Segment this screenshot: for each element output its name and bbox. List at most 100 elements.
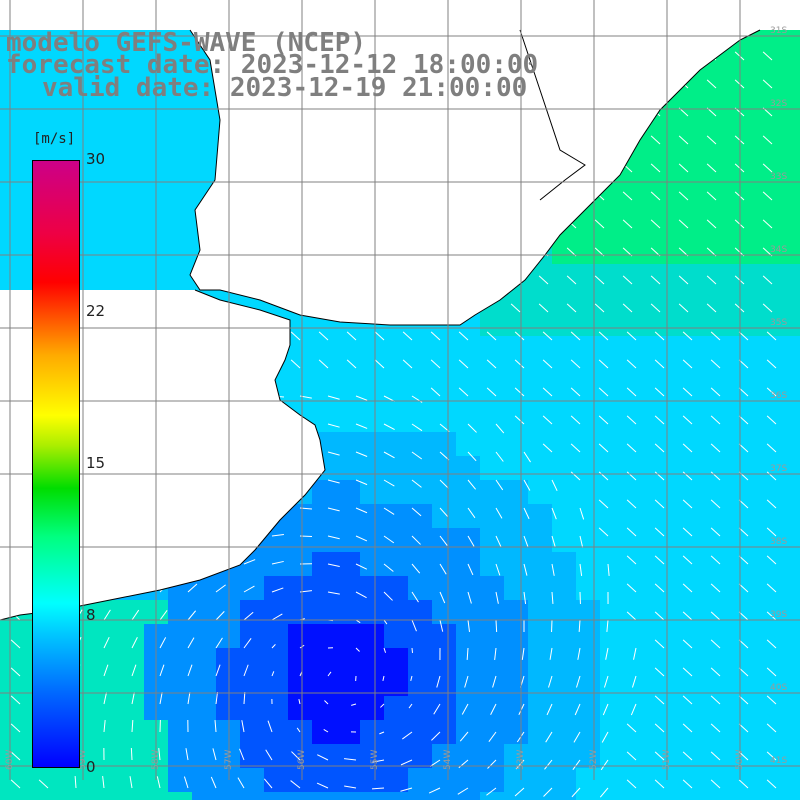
- wind-arrow: [542, 359, 553, 369]
- wind-arrow: [710, 611, 721, 621]
- field-cell: [96, 672, 120, 696]
- wind-arrow: [495, 563, 501, 576]
- field-cell: [744, 96, 768, 120]
- wind-arrow: [400, 787, 413, 792]
- field-cell: [552, 408, 576, 432]
- wind-arrow: [430, 387, 441, 397]
- wind-arrow: [766, 527, 777, 537]
- field-cell: [576, 624, 600, 648]
- field-cell: [792, 144, 800, 168]
- wind-arrow: [626, 499, 637, 509]
- field-cell: [336, 696, 360, 720]
- wind-arrow: [318, 331, 329, 341]
- field-cell: [696, 432, 720, 456]
- field-cell: [744, 264, 768, 288]
- model-title: modelo GEFS-WAVE (NCEP): [6, 28, 367, 58]
- wind-arrow: [102, 776, 105, 789]
- wind-arrow: [710, 751, 721, 761]
- wind-arrow: [738, 499, 749, 509]
- wind-arrow: [738, 415, 749, 425]
- field-cell: [504, 360, 528, 384]
- wind-arrow: [10, 751, 21, 761]
- wind-arrow: [766, 611, 777, 621]
- wind-arrow: [607, 563, 610, 576]
- field-cell: [672, 432, 696, 456]
- wind-arrow: [486, 359, 497, 369]
- axis-labels: 31S 32S 33S 34S 35S 36S 37S 38S 39S 40S 41S 60W 59W 5…: [5, 26, 787, 770]
- lon-label: 55W: [370, 750, 380, 770]
- wind-arrow: [650, 191, 661, 201]
- field-cell: [432, 552, 456, 576]
- wind-arrow: [654, 499, 665, 509]
- wind-arrow: [131, 692, 135, 705]
- field-cell: [432, 744, 456, 768]
- wind-arrow: [766, 583, 777, 593]
- field-cell: [648, 792, 672, 800]
- field-cell: [24, 768, 48, 792]
- field-cell: [384, 720, 408, 744]
- field-cell: [600, 336, 624, 360]
- field-cell: [480, 480, 504, 504]
- field-cell: [792, 696, 800, 720]
- field-cell: [744, 648, 768, 672]
- lon-label: 51W: [662, 750, 672, 770]
- field-cell: [624, 744, 648, 768]
- colorbar-tick-22: 22: [86, 302, 106, 320]
- field-cell: [504, 384, 528, 408]
- field-cell: [648, 552, 672, 576]
- wind-arrow: [215, 637, 223, 649]
- field-cell: [360, 456, 384, 480]
- field-cell: [384, 696, 408, 720]
- wind-arrow: [439, 479, 449, 489]
- wind-arrow: [738, 611, 749, 621]
- wind-arrow: [243, 559, 256, 565]
- field-cell: [792, 624, 800, 648]
- field-cell: [288, 768, 312, 792]
- field-cell: [744, 792, 768, 800]
- field-cell: [264, 768, 288, 792]
- wind-arrow: [380, 703, 385, 708]
- wind-arrow: [710, 723, 721, 733]
- field-cell: [480, 648, 504, 672]
- wind-arrow: [514, 387, 525, 397]
- field-cell: [96, 624, 120, 648]
- field-cell: [120, 696, 144, 720]
- wind-arrow: [762, 79, 773, 89]
- wind-arrow: [542, 415, 553, 425]
- field-cell: [96, 168, 120, 192]
- wind-arrow: [622, 275, 633, 285]
- wind-arrow: [544, 759, 553, 770]
- lat-lon-grid: [0, 0, 800, 780]
- wind-arrow: [430, 331, 441, 341]
- field-cell: [264, 576, 288, 600]
- field-cell: [408, 696, 432, 720]
- field-cell: [456, 792, 480, 800]
- field-cell: [696, 168, 720, 192]
- field-cell: [456, 360, 480, 384]
- field-cell: [504, 696, 528, 720]
- wind-arrow: [271, 671, 275, 677]
- field-cell: [312, 768, 336, 792]
- field-cell: [48, 792, 72, 800]
- wind-arrow: [738, 779, 749, 789]
- field-cell: [792, 528, 800, 552]
- wind-arrow: [766, 443, 777, 453]
- field-cell: [384, 528, 408, 552]
- field-cell: [528, 384, 552, 408]
- field-cell: [216, 696, 240, 720]
- wind-arrow: [570, 415, 581, 425]
- wind-arrow: [464, 675, 469, 688]
- wind-arrow: [271, 644, 276, 649]
- wind-arrow: [542, 387, 553, 397]
- wind-arrow: [654, 667, 665, 677]
- field-cell: [552, 240, 576, 264]
- wind-arrow: [410, 675, 413, 681]
- field-cell: [552, 696, 576, 720]
- field-cell: [240, 744, 264, 768]
- field-cell: [792, 408, 800, 432]
- field-cell: [384, 336, 408, 360]
- field-cell: [480, 312, 504, 336]
- field-cell: [600, 624, 624, 648]
- land-mask: [0, 0, 800, 620]
- wind-arrow: [379, 731, 385, 735]
